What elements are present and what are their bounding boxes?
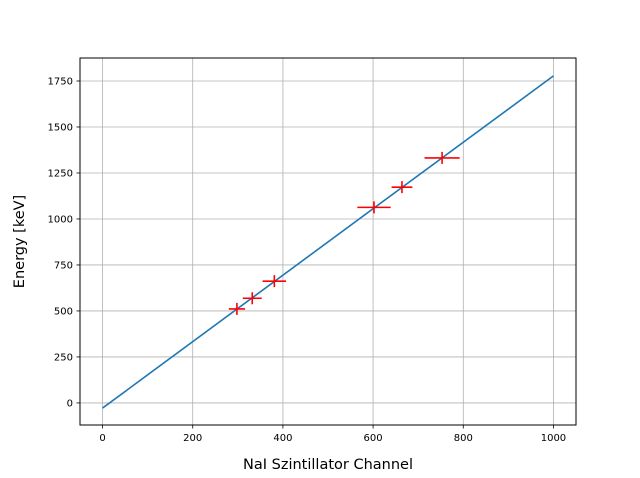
x-tick-label: 600 [364, 433, 383, 444]
y-tick-label: 1500 [48, 123, 73, 134]
y-tick-label: 750 [54, 261, 73, 272]
y-tick-label: 1750 [48, 77, 73, 88]
y-tick-label: 0 [67, 399, 73, 410]
y-axis-ticks: 0 250 500 750 1000 1250 1500 1750 [48, 77, 80, 410]
x-axis-ticks: 0 200 400 600 800 1000 [99, 425, 566, 444]
plot-frame [79, 57, 577, 426]
fit-line-layer [102, 75, 554, 409]
data-points [228, 151, 460, 315]
x-tick-label: 1000 [541, 433, 566, 444]
x-tick-label: 200 [183, 433, 202, 444]
data-point [424, 151, 460, 164]
data-point [242, 292, 262, 305]
y-tick-label: 1000 [48, 215, 73, 226]
x-tick-label: 400 [273, 433, 292, 444]
grid [80, 58, 576, 425]
data-point [391, 181, 413, 194]
data-point [357, 201, 391, 214]
data-point [262, 275, 287, 288]
y-tick-label: 500 [54, 307, 73, 318]
y-tick-label: 1250 [48, 169, 73, 180]
x-tick-label: 0 [99, 433, 105, 444]
x-tick-label: 800 [454, 433, 473, 444]
y-axis-label: Energy [keV] [12, 195, 28, 288]
x-axis-label: NaI Szintillator Channel [243, 457, 413, 473]
data-point [228, 302, 246, 315]
fit-line [102, 75, 554, 409]
y-tick-label: 250 [54, 353, 73, 364]
